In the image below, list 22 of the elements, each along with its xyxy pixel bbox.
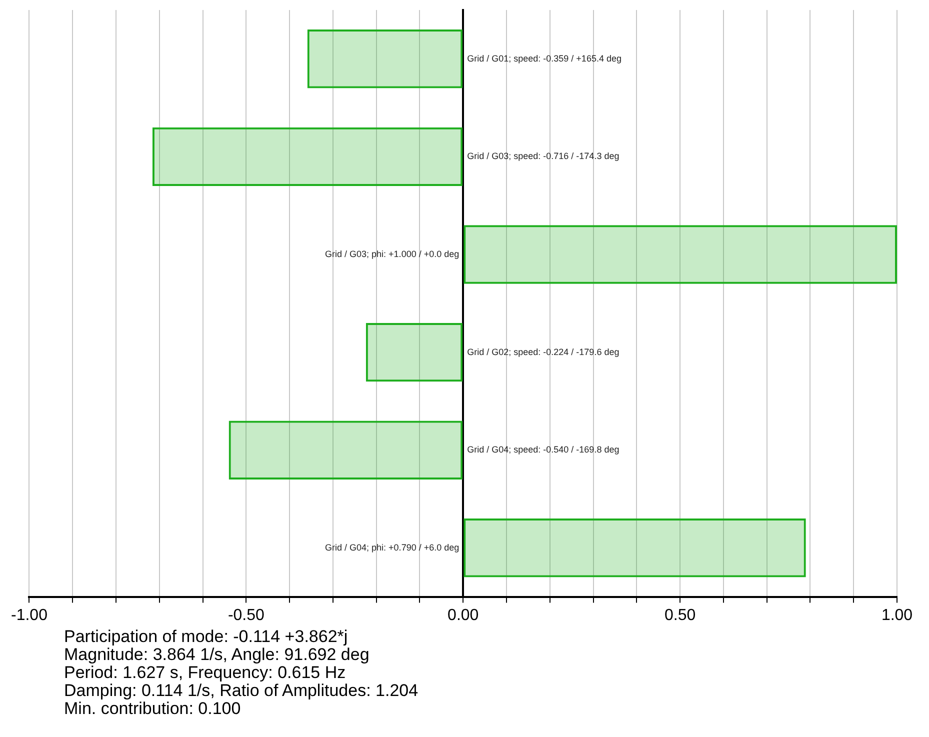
y-tick-label: Grid / G02; speed: -0.224 / -179.6 deg	[467, 346, 620, 357]
y-tick-label: Grid / G04; speed: -0.540 / -169.8 deg	[467, 444, 620, 455]
y-tick-label: Grid / G03; speed: -0.716 / -174.3 deg	[467, 151, 620, 162]
bar	[228, 420, 463, 480]
text: Magnitude: 3.864 1/s, Angle: 91.692 deg	[64, 645, 370, 664]
x-tick-label: 0.00	[448, 606, 479, 624]
x-tick-label: -0.50	[228, 606, 265, 624]
text: Period: 1.627 s, Frequency: 0.615 Hz	[64, 663, 346, 682]
bar	[152, 127, 463, 186]
bar	[464, 518, 806, 578]
text: Participation of mode: -0.114 +3.862*j	[64, 627, 349, 646]
text: Min. contribution: 0.100	[64, 699, 242, 718]
bar	[366, 322, 463, 382]
bar	[464, 225, 897, 284]
x-tick-label: -1.00	[11, 606, 48, 624]
y-tick-label: Grid / G03; phi: +1.000 / +0.0 deg	[325, 248, 460, 259]
y-tick-label: Grid / G01; speed: -0.359 / +165.4 deg	[467, 53, 622, 64]
y-tick-label: Grid / G04; phi: +0.790 / +6.0 deg	[325, 542, 460, 552]
x-tick-label: 0.50	[664, 606, 696, 624]
text: Damping: 0.114 1/s, Ratio of Amplitudes: 1.204	[64, 681, 420, 700]
x-tick-label: 1.00	[881, 606, 913, 624]
bar	[307, 30, 463, 88]
